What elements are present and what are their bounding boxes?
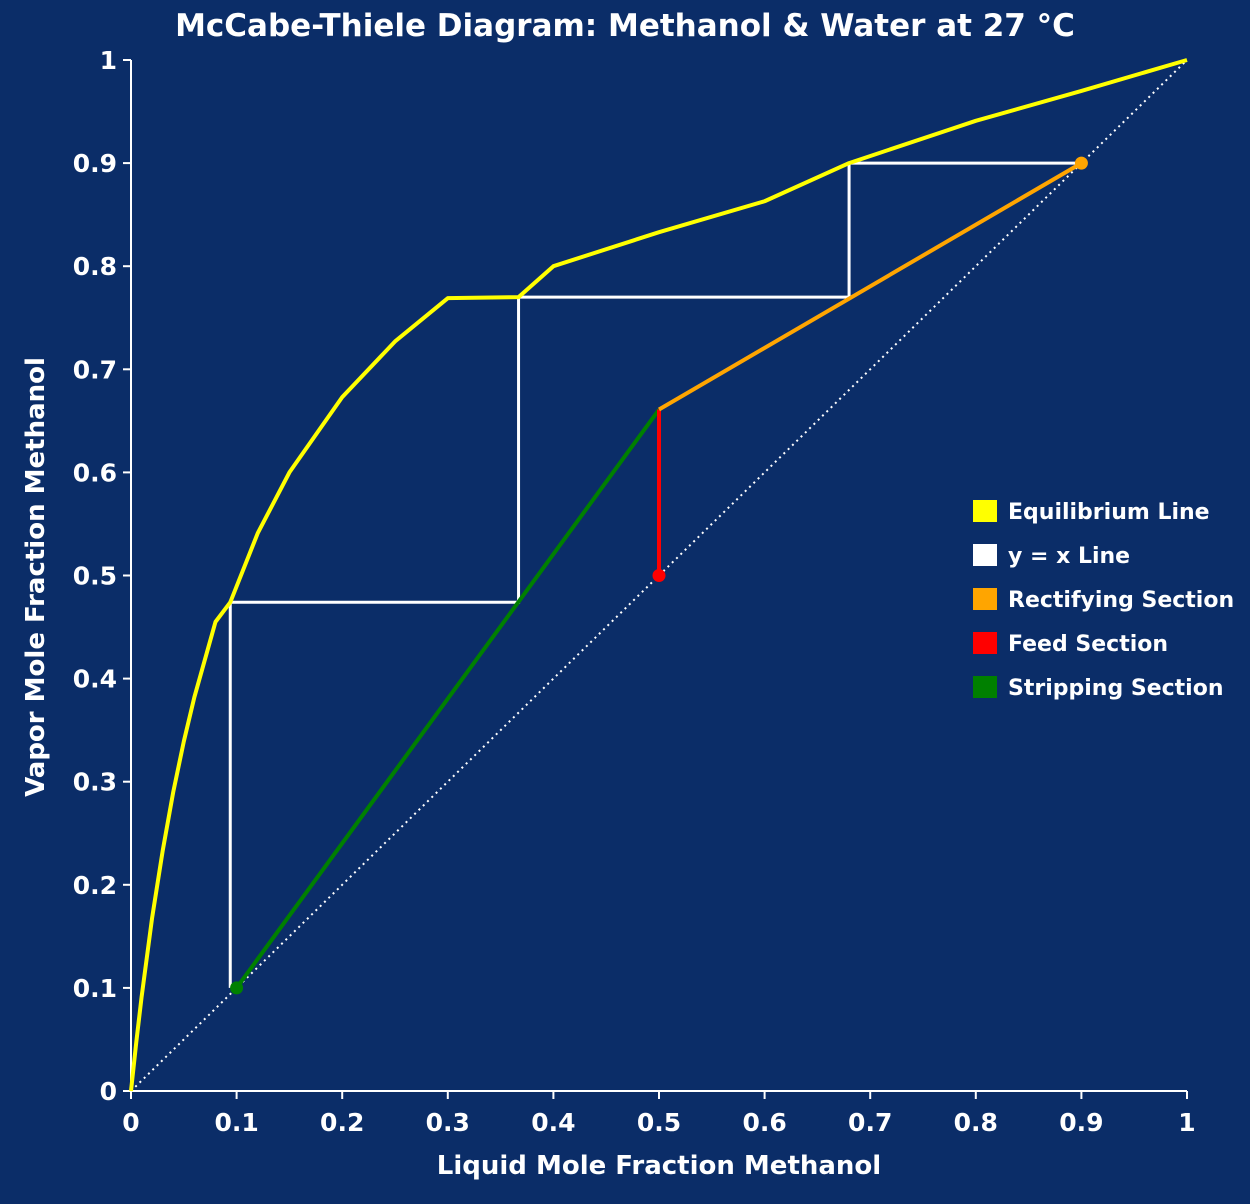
legend-label-yx: y = x Line [1008,544,1130,569]
y-tick-label: 0.5 [73,562,117,591]
x-tick-label: 0.8 [954,1108,998,1137]
x-tick-label: 0.3 [426,1108,470,1137]
stripping-section-line [234,408,661,990]
x-tick-label: 0 [122,1108,139,1137]
chart-title: McCabe-Thiele Diagram: Methanol & Water … [175,8,1075,44]
y-tick-label: 0.2 [73,871,117,900]
legend-swatch-yx [973,544,997,566]
x-tick-label: 0.5 [637,1108,681,1137]
y-tick-label: 0 [100,1077,117,1106]
y-tick-label: 0.3 [73,768,117,797]
legend-swatch-equilibrium [973,500,997,522]
legend-label-rectifying: Rectifying Section [1008,588,1234,613]
legend-label-equilibrium: Equilibrium Line [1008,500,1210,525]
legend-swatch-stripping [973,676,997,698]
rectifying-section-line [657,161,1083,412]
x-tick-label: 0.4 [531,1108,575,1137]
y-tick-label: 0.6 [73,458,117,487]
rectifying-point [1074,156,1088,170]
equilibrium-line [129,58,1188,1092]
x-tick-label: 0.9 [1059,1108,1103,1137]
y-tick-label: 1 [100,46,117,75]
y-tick-label: 0.1 [73,974,117,1003]
x-tick-label: 0.7 [848,1108,892,1137]
legend: Equilibrium Line y = x Line Rectifying Sec… [973,500,1234,701]
y-tick-label: 0.9 [73,149,117,178]
y-tick-label: 0.4 [73,665,117,694]
x-tick-label: 0.6 [742,1108,786,1137]
plot-layer: 0 0.1 0.2 0.3 0.4 0.5 0.6 0.7 0.8 0.9 1 0 0.1 0.2 0.3 0… [73,46,1196,1137]
legend-label-stripping: Stripping Section [1008,676,1224,701]
x-tick-label: 0.1 [214,1108,258,1137]
legend-label-feed: Feed Section [1008,632,1168,657]
x-axis-title: Liquid Mole Fraction Methanol [437,1151,881,1181]
y-tick-label: 0.7 [73,355,117,384]
x-tick-label: 1 [1178,1108,1195,1137]
legend-swatch-rectifying [973,588,997,610]
feed-point [652,569,666,582]
y-axis-title: Vapor Mole Fraction Methanol [21,357,51,797]
stripping-point [230,981,244,995]
x-tick-label: 0.2 [320,1108,364,1137]
y-tick-label: 0.8 [73,252,117,281]
legend-swatch-feed [973,632,997,654]
